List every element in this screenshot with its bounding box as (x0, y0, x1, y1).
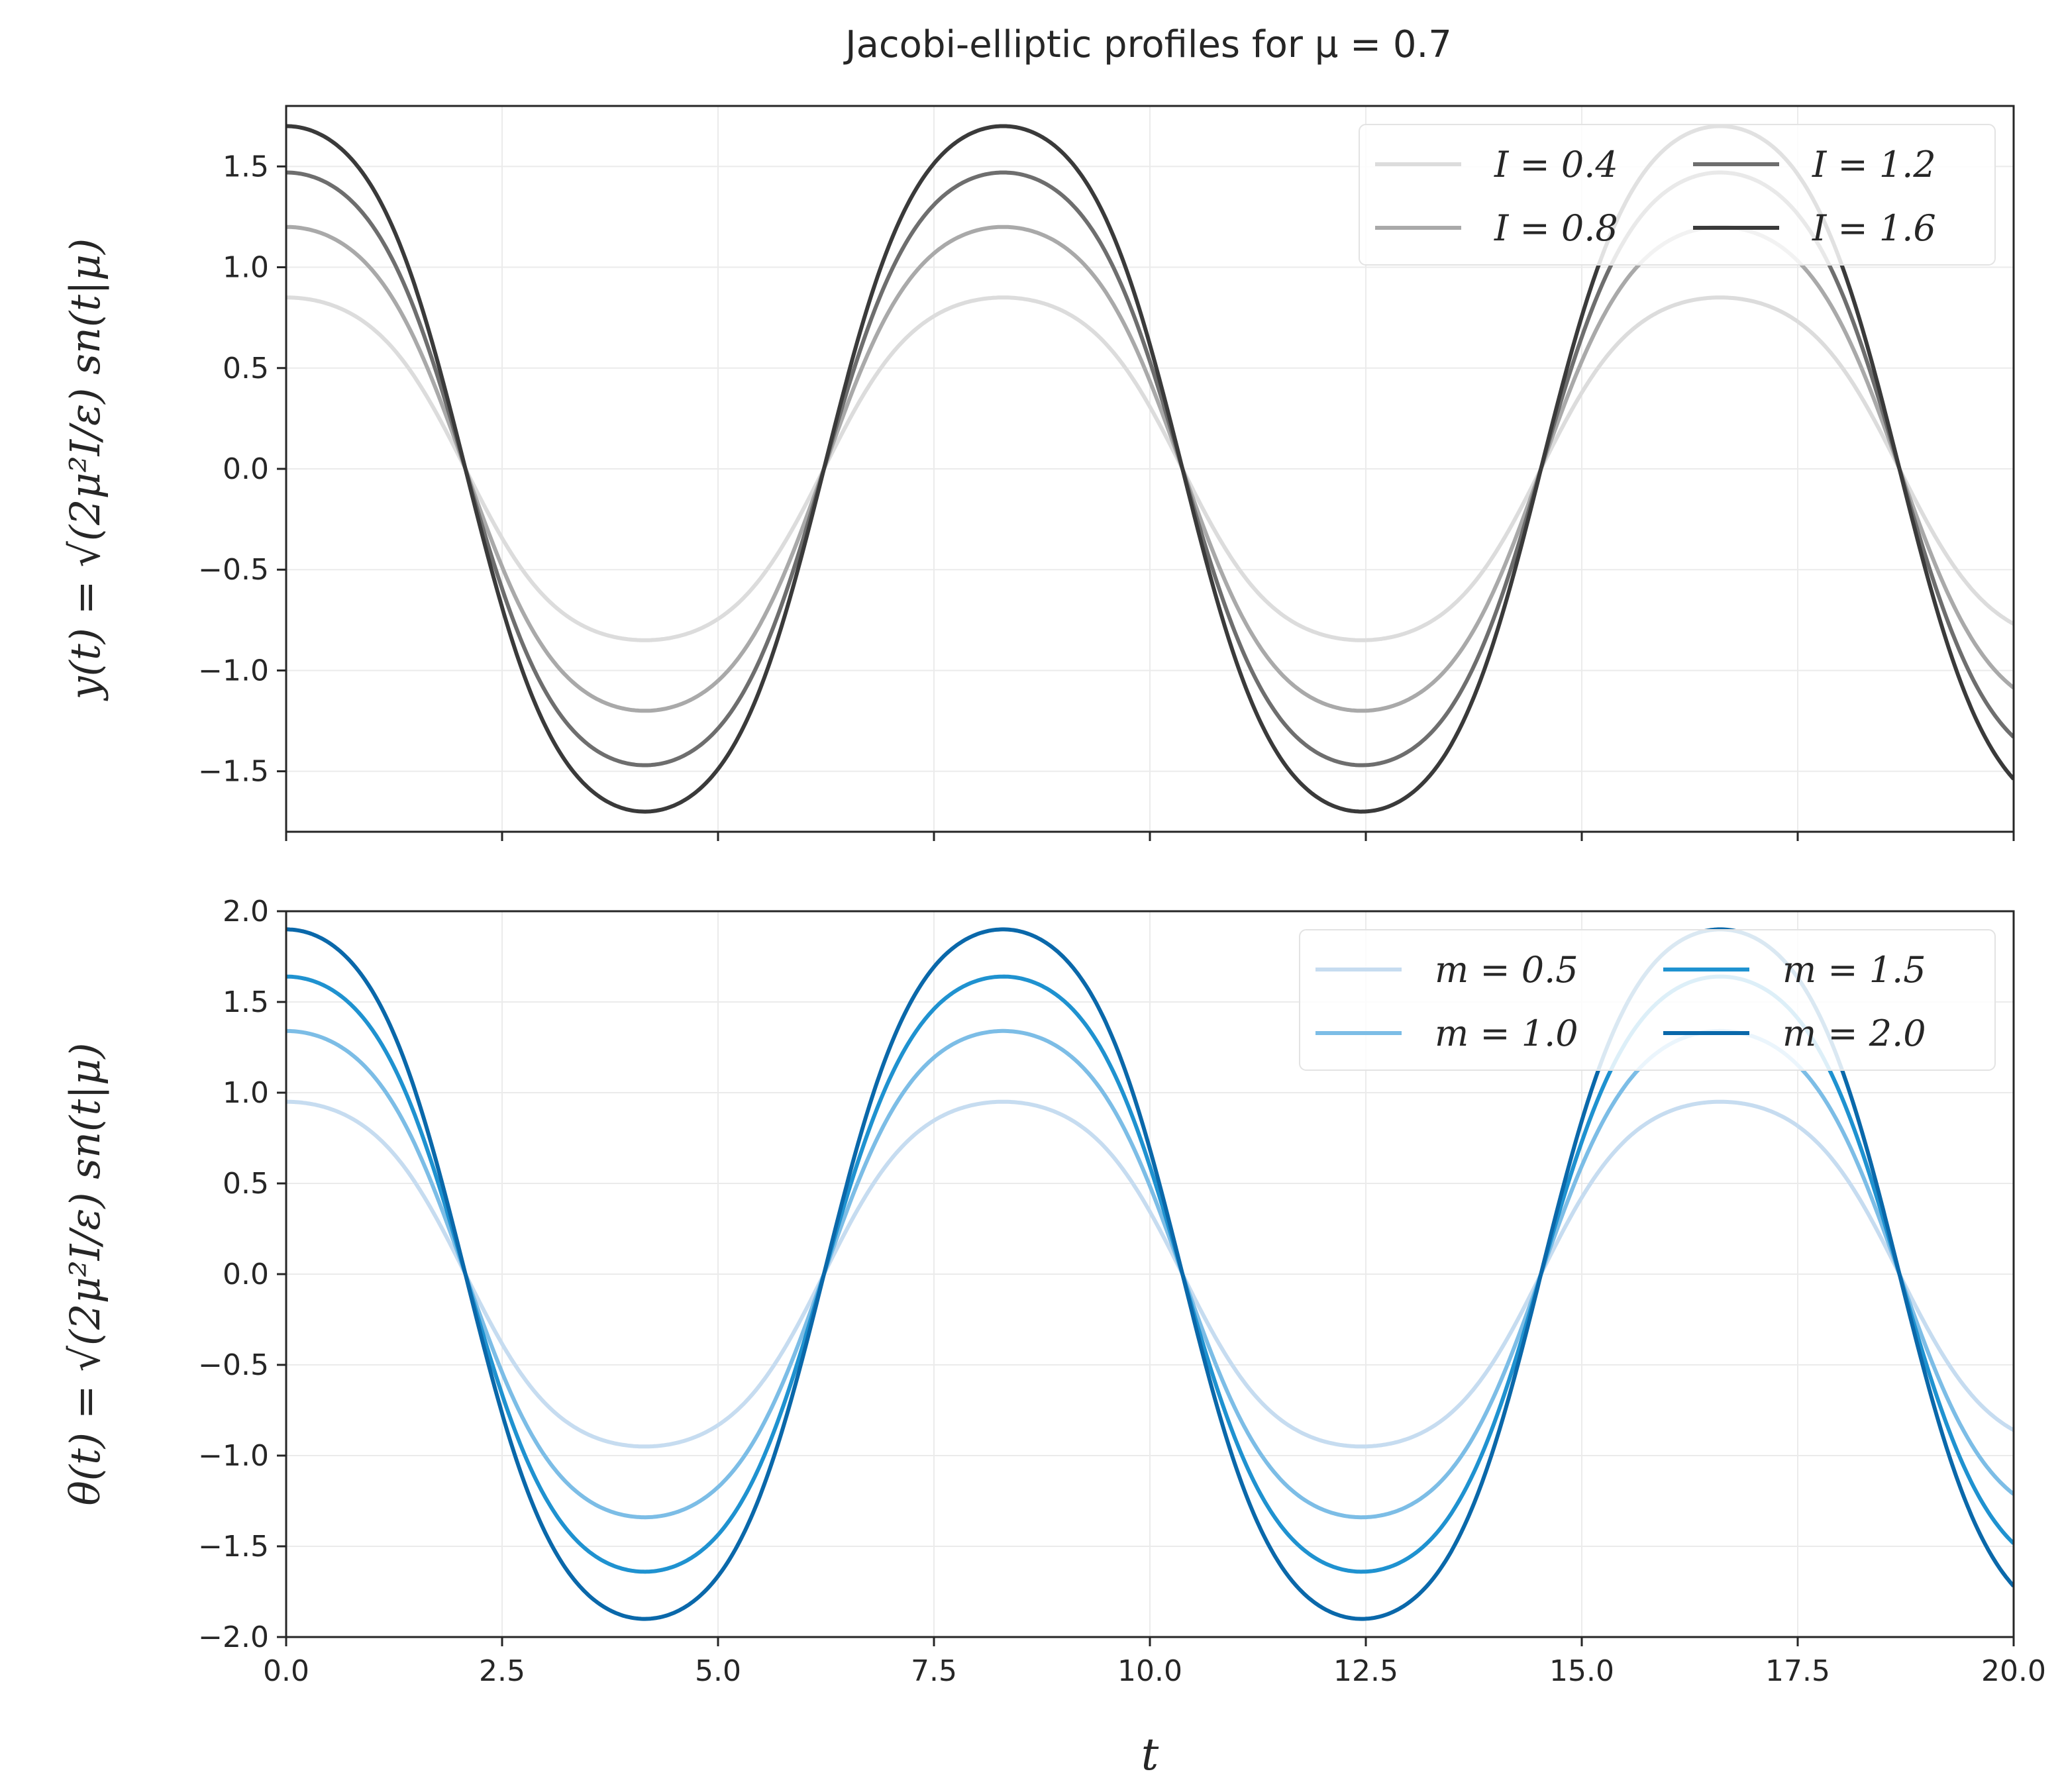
bottom-panel: 0.0 2.5 5.0 7.5 10.0 12.5 15.0 17.5 20.0 −2.0 −1.5… (61, 895, 2046, 1780)
legend-label-3: I = 1.6 (1812, 207, 1936, 249)
legend-box (1299, 929, 1996, 1071)
x-tick-label: 5.0 (695, 1654, 741, 1688)
y-tick-label: −1.5 (198, 755, 269, 789)
x-tick-label: 2.5 (479, 1654, 525, 1688)
y-tick-label: −1.5 (198, 1530, 269, 1564)
legend-label-1: m = 1.0 (1435, 1013, 1578, 1054)
y-tick-label: −1.0 (198, 654, 269, 687)
series-line-0 (286, 295, 2014, 642)
y-tick-label: 1.0 (223, 251, 269, 285)
legend-label-2: I = 1.2 (1812, 144, 1936, 185)
y-tick-label: 2.0 (223, 895, 269, 928)
legend-label-2: m = 1.5 (1782, 949, 1926, 991)
y-tick-label: 0.5 (223, 352, 269, 385)
y-axis-label: y(t) = √(2μ²I/ε) sn(t|μ) (61, 238, 109, 702)
y-tick-label: −1.0 (198, 1439, 269, 1473)
legend-label-0: m = 0.5 (1435, 949, 1578, 991)
legend: I = 0.4 I = 0.8 I = 1.2 I = 1.6 (1359, 124, 1996, 266)
y-tick-label: 1.0 (223, 1076, 269, 1110)
y-tick-label: 0.0 (223, 1258, 269, 1291)
x-tick-label: 15.0 (1549, 1654, 1614, 1688)
y-tick-label: 0.5 (223, 1167, 269, 1201)
x-tick-label: 17.5 (1765, 1654, 1830, 1688)
x-tick-label: 20.0 (1981, 1654, 2046, 1688)
y-tick-label: 0.0 (223, 452, 269, 486)
y-tick-label: 1.5 (223, 150, 269, 183)
x-axis-label: t (1141, 1729, 1159, 1780)
series-line-0 (286, 1099, 2014, 1449)
x-tick-label: 12.5 (1333, 1654, 1398, 1688)
y-tick-label: −2.0 (198, 1620, 269, 1654)
x-tick-label: 10.0 (1117, 1654, 1182, 1688)
y-axis-label: θ(t) = √(2μ²I/ε) sn(t|μ) (61, 1042, 109, 1505)
chart-title: Jacobi-elliptic profiles for μ = 0.7 (843, 23, 1452, 66)
legend-label-1: I = 0.8 (1494, 207, 1618, 249)
legend-label-3: m = 2.0 (1782, 1013, 1926, 1054)
y-tick-label: −0.5 (198, 553, 269, 587)
legend: m = 0.5 m = 1.0 m = 1.5 m = 2.0 (1299, 929, 1996, 1071)
x-tick-label: 7.5 (911, 1654, 957, 1688)
x-tick-label: 0.0 (263, 1654, 309, 1688)
legend-box (1359, 124, 1996, 266)
y-tick-label: −0.5 (198, 1348, 269, 1382)
top-panel: −1.5 −1.0 −0.5 0.0 0.5 1.0 1.5 y(t) = √(2μ²I/ε)… (61, 105, 2015, 841)
legend-label-0: I = 0.4 (1494, 144, 1618, 185)
y-tick-label: 1.5 (223, 985, 269, 1019)
